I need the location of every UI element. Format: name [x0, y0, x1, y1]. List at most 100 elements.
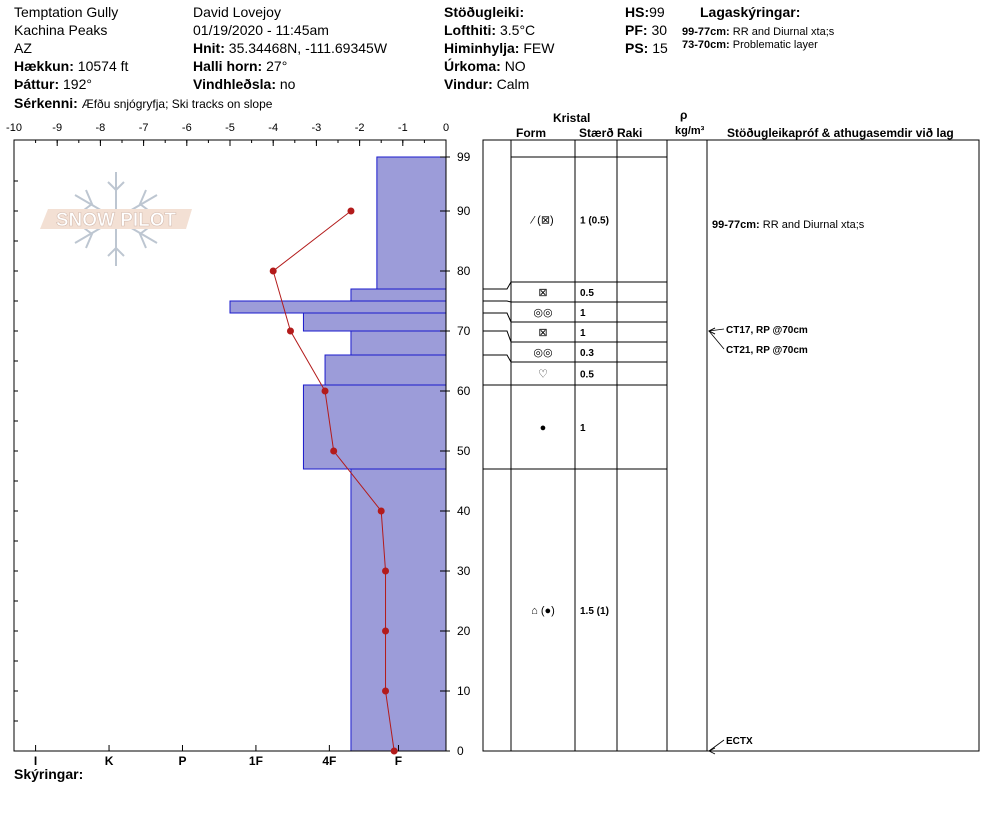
elevation-value: 10574 ft: [77, 58, 129, 74]
wind-loading-value: no: [279, 76, 296, 92]
stability-test-label: CT21, RP @70cm: [726, 345, 808, 356]
layer-note-2-text: Problematic layer: [732, 39, 818, 51]
hardness-tick-label: P: [178, 754, 186, 768]
height-tick-label: 60: [457, 384, 471, 398]
grain-size-label: 0.5: [580, 370, 594, 381]
layer-note-1: 99-77cm: RR and Diurnal xta;s: [682, 24, 834, 40]
height-tick-label: 70: [457, 324, 471, 338]
pf-value: 30: [651, 22, 668, 38]
height-tick-label: 0: [457, 744, 464, 758]
slope-value: 27°: [266, 58, 288, 74]
coords-value: 35.34468N, -111.69345W: [228, 40, 388, 56]
layer-note-1-range: 99-77cm:: [682, 26, 730, 38]
wind-loading-row: Vindhleðsla: no: [193, 76, 295, 92]
coords-row: Hnit: 35.34468N, -111.69345W: [193, 40, 387, 56]
air-temp-label: Lofthiti:: [444, 22, 497, 38]
layer-comment-range: 99-77cm:: [712, 219, 760, 231]
hardness-bar-2: [350, 288, 447, 302]
header-density-unit: kg/m³: [675, 125, 705, 137]
slope-label: Halli horn:: [193, 58, 263, 74]
hardness-tick-label: K: [105, 754, 114, 768]
ps-value: 15: [652, 40, 668, 56]
stability-test-label: CT17, RP @70cm: [726, 325, 808, 336]
air-temp-row: Lofthiti: 3.5°C: [444, 22, 535, 38]
temp-tick-label: 0: [443, 122, 449, 134]
height-tick-label: 90: [457, 204, 471, 218]
temp-tick-label: -7: [139, 122, 149, 134]
hardness-bar-8: [350, 468, 447, 752]
height-tick-label: 50: [457, 444, 471, 458]
precip-value: NO: [504, 58, 526, 74]
layer-comment-text: RR and Diurnal xta;s: [760, 219, 865, 231]
grain-form-symbol: ⌂ (●): [531, 605, 555, 617]
temperature-point: [382, 567, 390, 575]
stability-test-label: ECTX: [726, 736, 753, 747]
notes-value: Æfðu snjógryfja; Ski tracks on slope: [81, 97, 273, 111]
wind-label: Vindur:: [444, 76, 493, 92]
air-temp-value: 3.5°C: [499, 22, 536, 38]
area-name: Kachina Peaks: [14, 22, 108, 38]
temperature-point: [382, 687, 390, 695]
layer-note-2-range: 73-70cm:: [682, 39, 730, 51]
logo-text: SNOW PILOT: [56, 210, 177, 231]
layer-connector: [483, 300, 512, 303]
header-crystal: Kristal: [553, 111, 591, 125]
stability-test-leader: [708, 739, 725, 752]
hs-row: HS:99: [625, 4, 665, 20]
sky-label: Himinhylja:: [444, 40, 520, 56]
precip-row: Úrkoma: NO: [444, 58, 526, 74]
layer-connector: [483, 281, 512, 290]
slope-row: Halli horn: 27°: [193, 58, 287, 74]
stability-test-leader: [708, 330, 725, 350]
temperature-point: [390, 747, 398, 755]
layer-connector: [483, 330, 512, 343]
hardness-bar-6: [324, 354, 447, 386]
temp-tick-label: -9: [52, 122, 62, 134]
grain-size-label: 0.5: [580, 288, 594, 299]
sky-row: Himinhylja: FEW: [444, 40, 554, 56]
aspect-label: Þáttur:: [14, 76, 60, 92]
hs-label: HS:: [625, 4, 650, 20]
snowpilot-logo: SNOW PILOT: [40, 172, 192, 266]
height-tick-label: 20: [457, 624, 471, 638]
temp-tick-label: -10: [6, 122, 22, 134]
notes-label: Sérkenni:: [14, 95, 78, 111]
pf-label: PF:: [625, 22, 648, 38]
grain-size-label: 1: [580, 423, 586, 434]
hs-value: 99: [649, 4, 665, 20]
wind-value: Calm: [496, 76, 530, 92]
elevation-row: Hækkun: 10574 ft: [14, 58, 128, 74]
header-rho: ρ: [680, 108, 688, 122]
layer-table-frame: [482, 139, 980, 752]
temp-tick-label: -1: [398, 122, 408, 134]
height-tick-label: 40: [457, 504, 471, 518]
temperature-point: [269, 267, 277, 275]
stability-label: Stöðugleiki:: [444, 4, 525, 20]
temperature-point: [286, 327, 294, 335]
observer-name: David Lovejoy: [193, 4, 281, 20]
hardness-bar-4: [302, 312, 447, 332]
header-moisture: Raki: [617, 126, 643, 140]
ps-row: PS: 15: [625, 40, 668, 56]
layer-connector: [483, 354, 512, 363]
notes-row: Sérkenni: Æfðu snjógryfja; Ski tracks on…: [14, 95, 272, 112]
stability-test-arrow: [708, 747, 716, 755]
grain-size-label: 0.3: [580, 348, 594, 359]
temp-tick-label: -5: [225, 122, 235, 134]
hardness-tick-label: I: [34, 754, 37, 768]
hardness-bar-7: [302, 384, 447, 470]
grain-form-symbol: ♡: [538, 369, 548, 381]
height-tick-label: 10: [457, 684, 471, 698]
temperature-point: [330, 447, 338, 455]
observation-datetime: 01/19/2020 - 11:45am: [193, 22, 329, 38]
layer-connector: [483, 312, 512, 323]
state-name: AZ: [14, 40, 32, 56]
grain-size-label: 1.5 (1): [580, 606, 609, 617]
temp-tick-label: -2: [355, 122, 365, 134]
legend-label: Skýringar:: [14, 766, 84, 782]
location-name: Temptation Gully: [14, 4, 119, 20]
stability-test-leader: [708, 328, 725, 332]
hardness-tick-label: 1F: [249, 754, 263, 768]
temp-tick-label: -8: [96, 122, 106, 134]
